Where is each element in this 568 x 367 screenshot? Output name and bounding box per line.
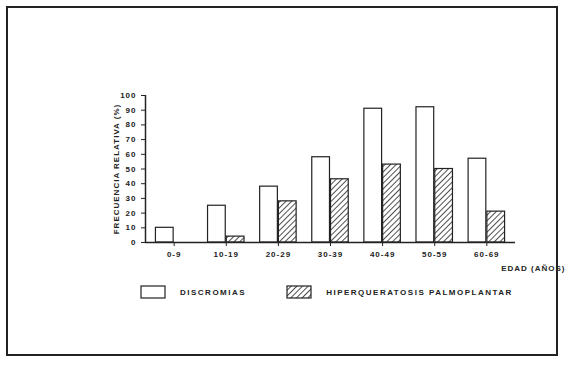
svg-text:20-29: 20-29 [266,250,291,259]
svg-text:30: 30 [126,194,137,203]
html-text:HIPERQUERATOSIS PALMOPLANTAR: HIPERQUERATOSIS PALMOPLANTAR [326,287,513,297]
svg-text:FRECUENCIA RELATIVA (%): FRECUENCIA RELATIVA (%) [112,104,121,235]
svg-text:50-59: 50-59 [422,250,447,259]
svg-text:80: 80 [126,120,137,129]
svg-text:40-49: 40-49 [370,250,395,259]
svg-text:40: 40 [126,179,137,188]
svg-text:20: 20 [126,209,137,218]
svg-text:EDAD (AÑOS): EDAD (AÑOS) [501,264,565,273]
svg-text:70: 70 [126,135,137,144]
svg-text:0-9: 0-9 [167,250,182,259]
svg-text:50: 50 [126,165,137,174]
svg-text:10: 10 [126,223,137,232]
svg-text:10-19: 10-19 [214,250,239,259]
svg-text:30-39: 30-39 [318,250,343,259]
svg-text:90: 90 [126,106,137,115]
svg-text:60: 60 [126,150,137,159]
html-text:DISCROMIAS: DISCROMIAS [180,287,247,297]
svg-text:100: 100 [120,91,136,100]
svg-text:0: 0 [131,238,136,247]
svg-text:60-69: 60-69 [474,250,499,259]
